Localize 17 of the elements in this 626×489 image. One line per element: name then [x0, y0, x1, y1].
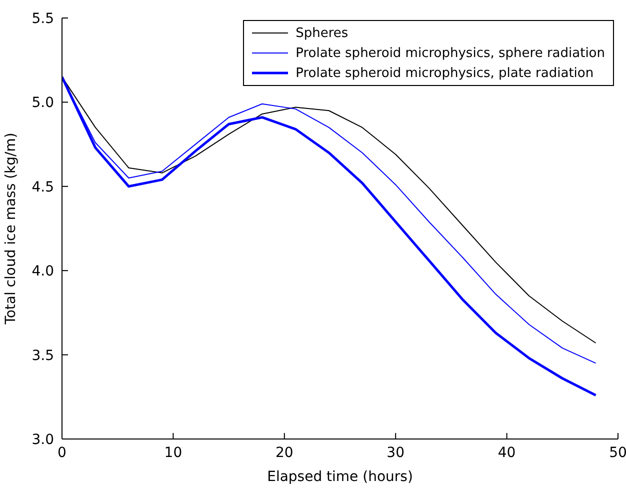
- y-tick-label: 3.5: [32, 348, 54, 364]
- y-axis-title: Total cloud ice mass (kg/m): [2, 132, 19, 326]
- x-axis-title: Elapsed time (hours): [267, 469, 413, 485]
- x-tick-label: 20: [275, 444, 294, 461]
- x-tick-label: 30: [386, 444, 405, 461]
- y-tick-label: 4.0: [32, 264, 54, 280]
- y-tick-label: 3.0: [32, 432, 54, 448]
- x-tick-label: 50: [609, 444, 626, 461]
- y-tick-label: 5.5: [32, 10, 54, 27]
- y-tick-label: 4.5: [32, 179, 54, 196]
- y-tick-label: 5.0: [32, 95, 54, 112]
- legend-label: Spheres: [296, 26, 348, 40]
- legend-label: Prolate spheroid microphysics, sphere radiation: [296, 46, 605, 60]
- x-tick-label: 40: [498, 444, 516, 461]
- x-tick-label: 10: [164, 444, 182, 461]
- legend-label: Prolate spheroid microphysics, plate radiation: [296, 66, 594, 80]
- x-tick-label: 0: [58, 444, 66, 461]
